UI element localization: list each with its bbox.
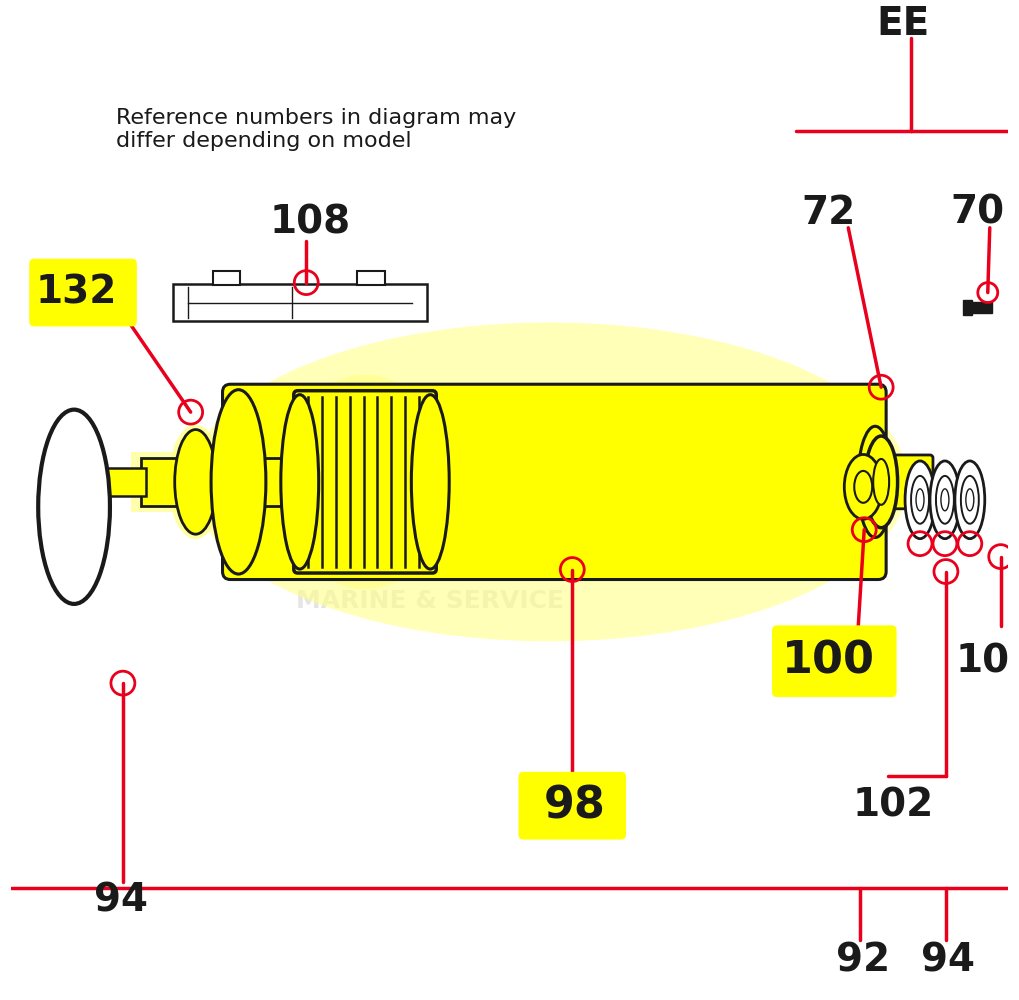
Text: EE: EE [876, 5, 929, 43]
Text: Reference numbers in diagram may
differ depending on model: Reference numbers in diagram may differ … [116, 108, 517, 151]
FancyBboxPatch shape [130, 452, 298, 512]
Ellipse shape [930, 461, 960, 539]
FancyBboxPatch shape [519, 772, 626, 840]
Ellipse shape [211, 390, 266, 574]
Ellipse shape [905, 461, 935, 539]
Ellipse shape [916, 489, 924, 511]
Ellipse shape [865, 436, 898, 528]
Ellipse shape [38, 410, 110, 604]
Text: 70: 70 [951, 194, 1005, 232]
FancyBboxPatch shape [30, 259, 137, 326]
Text: 94: 94 [921, 941, 975, 979]
Text: 132: 132 [36, 274, 117, 312]
Text: 100: 100 [782, 640, 875, 683]
FancyBboxPatch shape [867, 455, 933, 509]
Ellipse shape [873, 459, 890, 505]
Bar [357, 271, 385, 285]
FancyBboxPatch shape [970, 302, 991, 313]
Ellipse shape [941, 489, 949, 511]
FancyBboxPatch shape [141, 458, 287, 506]
Ellipse shape [966, 489, 974, 511]
Ellipse shape [911, 476, 929, 524]
FancyBboxPatch shape [293, 391, 436, 573]
Text: 94: 94 [94, 881, 148, 919]
Ellipse shape [955, 461, 984, 539]
Bar [963, 300, 972, 315]
Text: 92: 92 [837, 941, 891, 979]
Text: 72: 72 [801, 194, 856, 232]
Text: 102: 102 [853, 787, 933, 825]
Bar [213, 271, 240, 285]
Text: 108: 108 [270, 204, 351, 242]
Ellipse shape [845, 454, 882, 519]
Text: MARINE & SERVICE: MARINE & SERVICE [296, 589, 564, 613]
Ellipse shape [281, 395, 319, 569]
Ellipse shape [168, 425, 223, 539]
Text: Lakeside: Lakeside [300, 516, 560, 568]
FancyBboxPatch shape [772, 625, 897, 697]
Ellipse shape [278, 375, 452, 589]
Ellipse shape [191, 322, 908, 641]
Ellipse shape [858, 426, 893, 537]
Ellipse shape [174, 430, 217, 534]
Ellipse shape [961, 476, 979, 524]
FancyBboxPatch shape [101, 468, 146, 496]
Text: 98: 98 [543, 784, 605, 827]
FancyBboxPatch shape [172, 284, 427, 321]
FancyBboxPatch shape [222, 384, 887, 580]
Ellipse shape [854, 471, 872, 503]
Ellipse shape [412, 395, 449, 569]
Text: 10: 10 [956, 642, 1010, 680]
Ellipse shape [936, 476, 954, 524]
